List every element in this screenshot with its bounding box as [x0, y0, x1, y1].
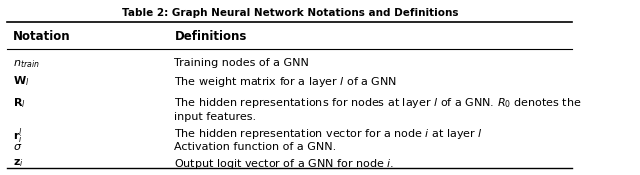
Text: Table 2: Graph Neural Network Notations and Definitions: Table 2: Graph Neural Network Notations … — [122, 8, 458, 18]
Text: $\mathbf{z}_i$: $\mathbf{z}_i$ — [13, 157, 24, 169]
Text: Output logit vector of a GNN for node $i$.: Output logit vector of a GNN for node $i… — [175, 157, 394, 171]
Text: The weight matrix for a layer $l$ of a GNN: The weight matrix for a layer $l$ of a G… — [175, 75, 397, 89]
Text: Notation: Notation — [13, 30, 70, 43]
Text: $\mathbf{r}_i^l$: $\mathbf{r}_i^l$ — [13, 127, 22, 146]
Text: $\mathbf{R}_l$: $\mathbf{R}_l$ — [13, 96, 26, 110]
Text: The hidden representation vector for a node $i$ at layer $l$: The hidden representation vector for a n… — [175, 127, 483, 141]
Text: Training nodes of a GNN: Training nodes of a GNN — [175, 58, 309, 68]
Text: $\sigma$: $\sigma$ — [13, 142, 22, 152]
Text: Definitions: Definitions — [175, 30, 247, 43]
Text: $\mathbf{W}_l$: $\mathbf{W}_l$ — [13, 75, 29, 88]
Text: Activation function of a GNN.: Activation function of a GNN. — [175, 142, 337, 152]
Text: $n_{train}$: $n_{train}$ — [13, 58, 40, 70]
Text: The hidden representations for nodes at layer $l$ of a GNN. $R_0$ denotes the
in: The hidden representations for nodes at … — [175, 96, 582, 122]
